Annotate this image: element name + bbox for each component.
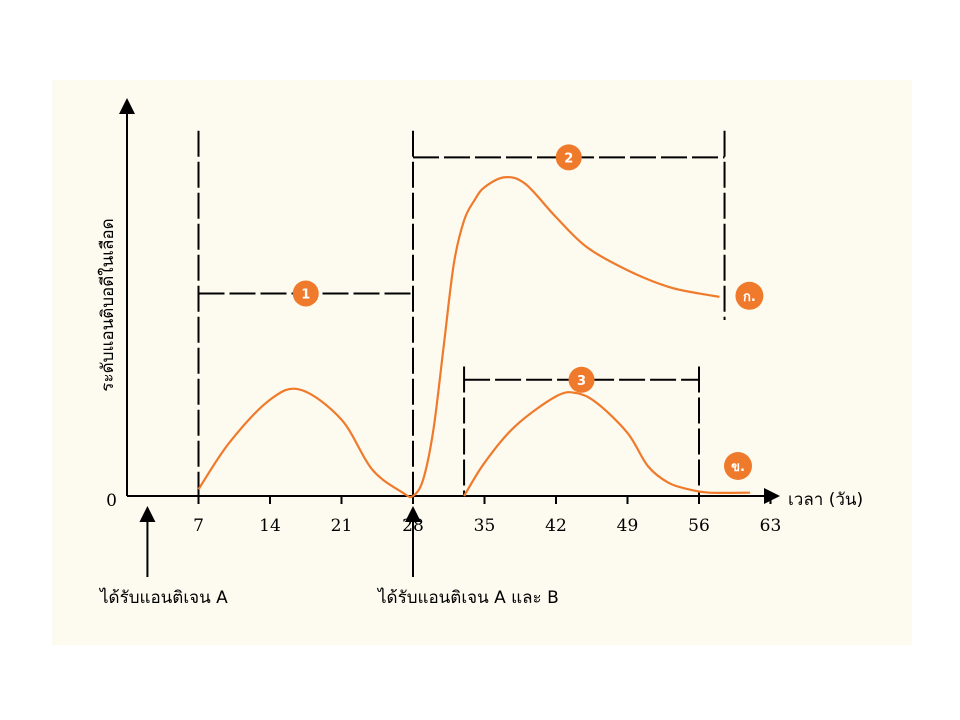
labels: เวลา (วัน) ระดับแอนติบอดีในเลือด ได้รับแ… bbox=[97, 218, 863, 608]
y-axis-label: ระดับแอนติบอดีในเลือด bbox=[97, 218, 118, 391]
series-badge-label: ข. bbox=[731, 460, 745, 475]
chart-panel bbox=[52, 80, 912, 645]
series-line-kh bbox=[463, 391, 751, 497]
series-badge-label: ก. bbox=[743, 290, 756, 305]
series-badge bbox=[735, 281, 764, 310]
y-tick-label: 0 bbox=[106, 491, 117, 511]
curves: ก. ข. bbox=[197, 176, 764, 499]
annotation-antigen-a: ได้รับแอนติเจน A bbox=[98, 587, 228, 608]
x-tick-label: 21 bbox=[331, 516, 353, 536]
intervals: 1 2 3 bbox=[197, 130, 726, 496]
x-tick-label: 56 bbox=[688, 516, 710, 536]
x-tick-label: 49 bbox=[617, 516, 639, 536]
interval-badge-label: 2 bbox=[564, 151, 573, 166]
series-badge bbox=[724, 452, 752, 480]
series-line-k bbox=[197, 176, 720, 499]
interval-badge bbox=[292, 280, 319, 307]
x-tick-label: 63 bbox=[760, 516, 782, 536]
interval-badge bbox=[555, 144, 582, 171]
x-tick-label: 7 bbox=[193, 516, 204, 536]
interval-badge-label: 1 bbox=[301, 287, 310, 302]
x-tick-label: 42 bbox=[545, 516, 567, 536]
interval-badge-label: 3 bbox=[577, 374, 586, 389]
interval-badge bbox=[568, 366, 595, 393]
axes: 07 14 21 28 35 42 49 56 63 bbox=[106, 98, 782, 577]
x-tick-label: 35 bbox=[474, 516, 496, 536]
x-axis-label: เวลา (วัน) bbox=[788, 490, 863, 510]
annotation-antigen-a-and-b: ได้รับแอนติเจน A และ B bbox=[376, 587, 559, 608]
x-tick-label: 14 bbox=[259, 516, 281, 536]
